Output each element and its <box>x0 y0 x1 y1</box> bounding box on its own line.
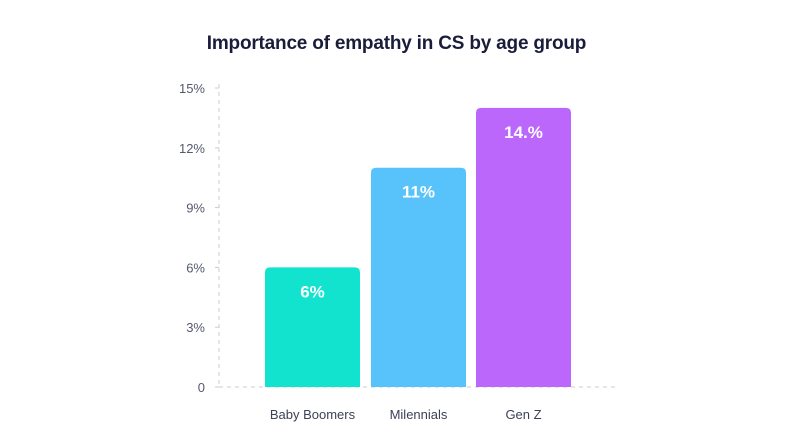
bar-value-label: 11% <box>402 183 435 202</box>
bar-baby-boomers <box>265 267 360 387</box>
y-tick-label: 9% <box>186 201 205 216</box>
x-category-label: Milennials <box>390 407 448 422</box>
y-tick-label: 15% <box>179 81 205 96</box>
bar-value-label: 6% <box>300 282 325 301</box>
chart-bars <box>265 107 571 387</box>
y-tick-label: 0 <box>198 380 205 395</box>
y-tick-label: 12% <box>179 141 205 156</box>
bar-milennials <box>371 167 466 387</box>
chart-labels: 6% Baby Boomers 11% Milennials 14.% Gen Z <box>270 123 543 422</box>
x-category-label: Gen Z <box>505 407 541 422</box>
y-tick-label: 6% <box>186 260 205 275</box>
bar-value-label: 14.% <box>504 123 543 142</box>
chart-title: Importance of empathy in CS by age group <box>206 33 587 54</box>
y-tick-label: 3% <box>186 320 205 335</box>
bar-gen-z <box>476 107 571 387</box>
x-category-label: Baby Boomers <box>270 407 356 422</box>
